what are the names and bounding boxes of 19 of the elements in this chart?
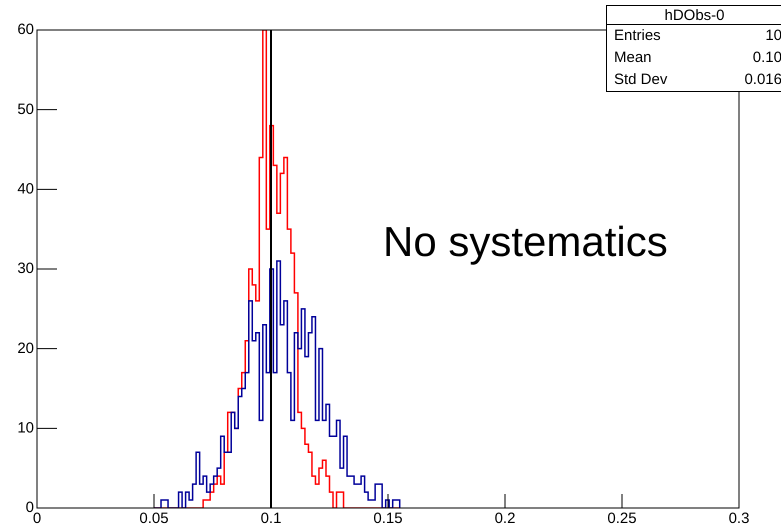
y-tick-label: 0 [26, 499, 34, 516]
y-tick-label: 60 [17, 21, 34, 38]
annotation: Entries [614, 26, 661, 46]
y-tick-label: 40 [17, 180, 34, 198]
x-tick-label: 0.2 [494, 510, 516, 528]
y-tick-label: 50 [17, 100, 34, 118]
x-tick-label: 0.05 [139, 510, 169, 528]
annotation: No systematics [383, 218, 668, 266]
y-tick-label: 30 [17, 260, 34, 278]
y-tick-label: 20 [17, 340, 34, 357]
annotation: Std Dev [614, 70, 668, 90]
x-tick-label: 0.25 [607, 510, 637, 528]
y-tick-label: 10 [17, 419, 34, 436]
x-tick-label: 0.15 [373, 510, 403, 528]
text: 0.016 [744, 70, 781, 90]
x-tick-label: 0.3 [728, 510, 750, 528]
annotation: Mean [614, 48, 652, 68]
text: hDObs-0 [607, 6, 781, 25]
x-tick-label: 0.1 [260, 510, 282, 528]
